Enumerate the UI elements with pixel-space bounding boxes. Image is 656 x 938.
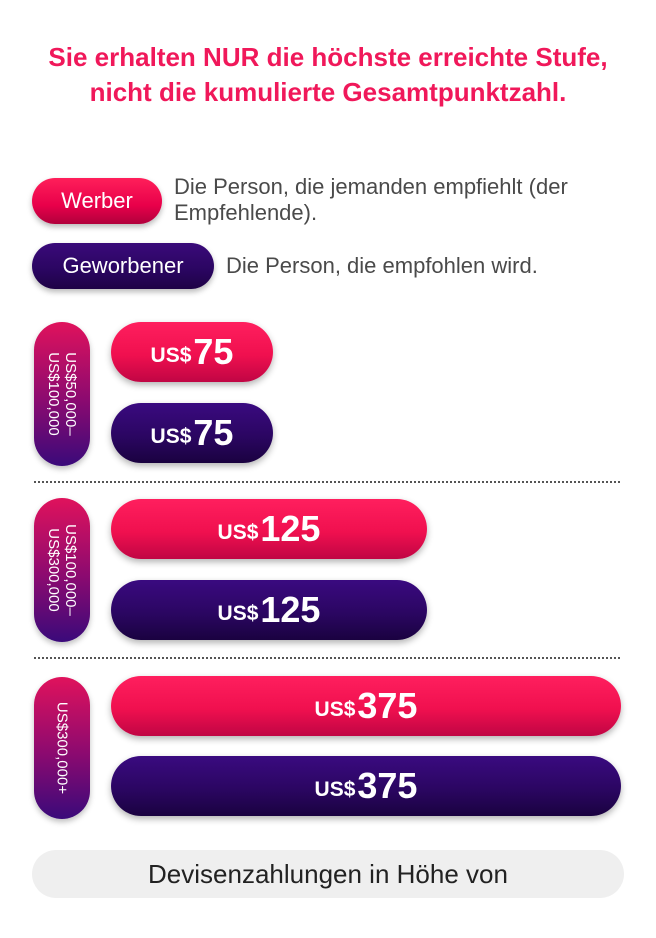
- tier-1-referrer-amount: 75: [193, 331, 234, 372]
- tier-1-referee-bar: US$ 75: [111, 403, 273, 463]
- tier-2-referrer-amount: 125: [260, 508, 321, 549]
- tier-divider: [34, 657, 620, 659]
- referrer-description: Die Person, die jemanden empfiehlt (der …: [174, 174, 568, 225]
- tier-1-referee-amount: 75: [193, 412, 234, 453]
- tier-1-range-label: US$50,000– US$100,000: [34, 322, 90, 466]
- referee-description: Die Person, die empfohlen wird.: [226, 253, 538, 278]
- tier-2-referee-currency: US$: [217, 602, 259, 625]
- footer-caption: Devisenzahlungen in Höhe von: [32, 850, 624, 898]
- tier-divider: [34, 481, 620, 483]
- tier-3-referee-bar: US$ 375: [111, 756, 621, 816]
- tier-1-referee-currency: US$: [150, 425, 192, 448]
- tier-2-referee-bar: US$ 125: [111, 580, 427, 640]
- tier-3-range-label: US$300,000+: [34, 677, 90, 819]
- referee-pill: Geworbener: [32, 243, 214, 289]
- tier-2-range-text: US$100,000– US$300,000: [45, 524, 79, 616]
- tier-3-referee-currency: US$: [314, 778, 356, 801]
- headline: Sie erhalten NUR die höchste erreichte S…: [48, 42, 608, 107]
- tier-2-referrer-currency: US$: [217, 521, 259, 544]
- tier-1-referrer-currency: US$: [150, 344, 192, 367]
- tier-3-referrer-bar: US$ 375: [111, 676, 621, 736]
- tier-3-referrer-currency: US$: [314, 698, 356, 721]
- tier-1-range-text: US$50,000– US$100,000: [45, 352, 79, 436]
- tier-2-referee-amount: 125: [260, 589, 321, 630]
- tier-3-range-text: US$300,000+: [53, 701, 71, 795]
- referrer-pill: Werber: [32, 178, 162, 224]
- tier-2-range-label: US$100,000– US$300,000: [34, 498, 90, 642]
- tier-2-referrer-bar: US$ 125: [111, 499, 427, 559]
- legend-referrer: Werber Die Person, die jemanden empfiehl…: [32, 174, 614, 226]
- legend-referee: Geworbener Die Person, die empfohlen wir…: [32, 243, 626, 289]
- tier-1-referrer-bar: US$ 75: [111, 322, 273, 382]
- tier-3-referrer-amount: 375: [357, 685, 418, 726]
- tier-3-referee-amount: 375: [357, 765, 418, 806]
